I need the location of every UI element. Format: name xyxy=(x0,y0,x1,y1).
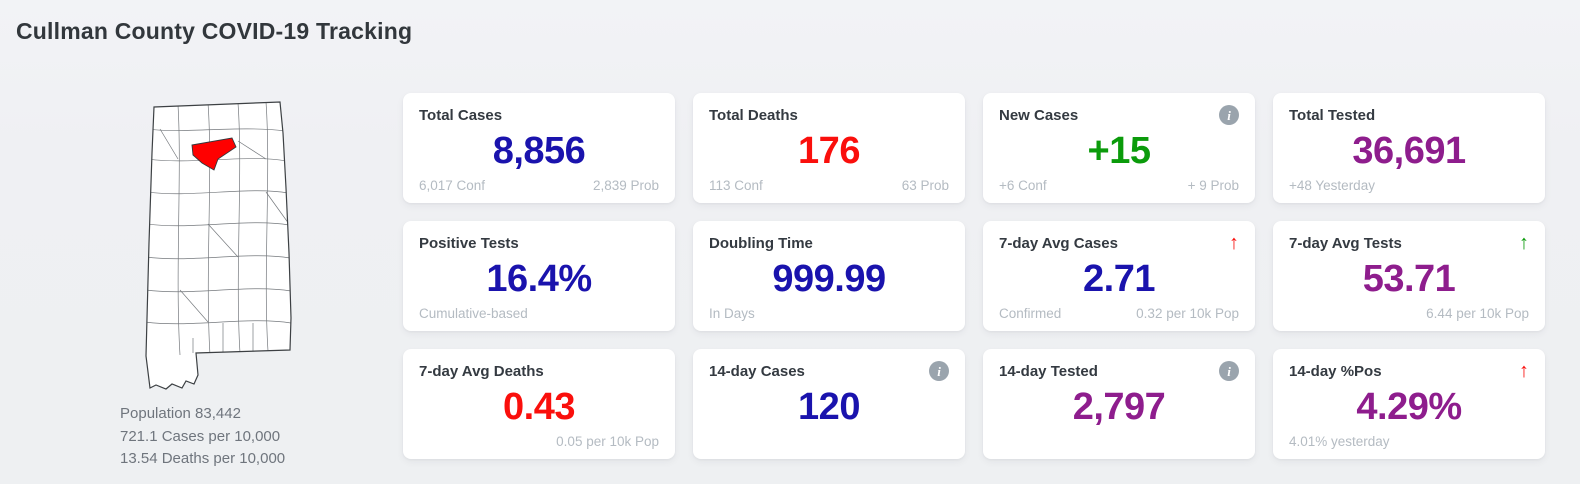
stat-card-sub-left: Confirmed xyxy=(999,306,1062,321)
county-map-panel: Population 83,442 721.1 Cases per 10,000… xyxy=(120,93,387,471)
stat-card-value: 0.43 xyxy=(503,386,575,428)
stat-card-footer: +48 Yesterday xyxy=(1289,177,1529,193)
stat-card-sub-right: 2,839 Prob xyxy=(592,178,659,193)
stat-card-value: 999.99 xyxy=(772,258,886,300)
stat-card: 7-day Avg Tests ↑ 53.71 6.44 per 10k Pop xyxy=(1273,221,1545,331)
stat-card-footer: 4.01% yesterday xyxy=(1289,433,1529,449)
stat-card-footer: 0.05 per 10k Pop xyxy=(419,433,659,449)
stat-card-value: 120 xyxy=(798,386,860,428)
stat-card-sub-left: +48 Yesterday xyxy=(1289,178,1375,193)
stat-card-header: 14-day Tested i xyxy=(999,361,1239,381)
stat-card-value: +15 xyxy=(1087,130,1151,172)
stat-card: Doubling Time 999.99 In Days xyxy=(693,221,965,331)
deaths-per-10k-line: 13.54 Deaths per 10,000 xyxy=(120,450,286,467)
stat-card-header: Total Cases xyxy=(419,105,659,125)
stat-card-footer: 6.44 per 10k Pop xyxy=(1289,305,1529,321)
stat-card-value: 16.4% xyxy=(486,258,592,300)
stat-card: Total Deaths 176 113 Conf 63 Prob xyxy=(693,93,965,203)
stat-card: Total Cases 8,856 6,017 Conf 2,839 Prob xyxy=(403,93,675,203)
stat-card-sub-right: + 9 Prob xyxy=(1187,178,1239,193)
stat-card-sub-left: 113 Conf xyxy=(709,178,763,193)
state-shape xyxy=(146,102,291,389)
stat-card-value: 8,856 xyxy=(492,130,586,172)
stat-card-label: 14-day %Pos xyxy=(1289,362,1382,380)
stat-card-sub-right: 0.32 per 10k Pop xyxy=(1136,306,1239,321)
stat-card-label: Total Deaths xyxy=(709,106,798,124)
alabama-county-map xyxy=(120,93,301,391)
arrow-up-icon: ↑ xyxy=(1519,360,1529,382)
stat-card-footer: 6,017 Conf 2,839 Prob xyxy=(419,177,659,193)
stat-card-header: Total Deaths xyxy=(709,105,949,125)
alabama-map-svg xyxy=(145,101,292,390)
stat-card-value: 4.29% xyxy=(1356,386,1462,428)
stat-card-footer: 113 Conf 63 Prob xyxy=(709,177,949,193)
state-outline xyxy=(145,101,292,390)
stat-card-sub-right: 63 Prob xyxy=(901,178,949,193)
stat-card-footer: In Days xyxy=(709,305,949,321)
info-icon[interactable]: i xyxy=(929,361,949,381)
stat-card-footer xyxy=(709,433,949,449)
stat-card-footer xyxy=(999,433,1239,449)
stat-card-header: Total Tested xyxy=(1289,105,1529,125)
stat-card: 14-day Tested i 2,797 xyxy=(983,349,1255,459)
stat-card-label: Total Tested xyxy=(1289,106,1376,124)
stat-card-value: 2,797 xyxy=(1072,386,1166,428)
page-title: Cullman County COVID-19 Tracking xyxy=(16,18,413,44)
stat-card-header: 7-day Avg Cases ↑ xyxy=(999,233,1239,253)
stat-card: Total Tested 36,691 +48 Yesterday xyxy=(1273,93,1545,203)
stat-card-header: 14-day Cases i xyxy=(709,361,949,381)
stat-card-label: 7-day Avg Tests xyxy=(1289,234,1402,252)
stat-card-label: Total Cases xyxy=(419,106,503,124)
stat-card-label: Doubling Time xyxy=(709,234,813,252)
stat-card-header: 7-day Avg Tests ↑ xyxy=(1289,233,1529,253)
population-line: Population 83,442 xyxy=(120,405,241,422)
info-icon[interactable]: i xyxy=(1219,105,1239,125)
stat-card: New Cases i +15 +6 Conf + 9 Prob xyxy=(983,93,1255,203)
stat-card-sub-left: 6,017 Conf xyxy=(419,178,486,193)
stat-card-sub-left: 4.01% yesterday xyxy=(1289,434,1390,449)
arrow-up-icon: ↑ xyxy=(1229,232,1239,254)
stat-card-footer: Cumulative-based xyxy=(419,305,659,321)
stat-card-value: 2.71 xyxy=(1083,258,1155,300)
highlighted-county-cullman xyxy=(191,137,237,171)
population-stats: Population 83,442 721.1 Cases per 10,000… xyxy=(120,403,387,471)
stat-card-sub-left: +6 Conf xyxy=(999,178,1047,193)
stat-card-sub-left: Cumulative-based xyxy=(419,306,528,321)
stat-card-header: Doubling Time xyxy=(709,233,949,253)
stat-card-header: 7-day Avg Deaths xyxy=(419,361,659,381)
county-borders xyxy=(146,102,291,356)
stat-card-sub-right: 6.44 per 10k Pop xyxy=(1426,306,1529,321)
stat-card-label: New Cases xyxy=(999,106,1079,124)
stat-card-value: 176 xyxy=(798,130,860,172)
stat-card: Positive Tests 16.4% Cumulative-based xyxy=(403,221,675,331)
stat-card-sub-left: In Days xyxy=(709,306,755,321)
stat-card-sub-right: 0.05 per 10k Pop xyxy=(556,434,659,449)
stat-card-header: 14-day %Pos ↑ xyxy=(1289,361,1529,381)
stat-card-footer: Confirmed 0.32 per 10k Pop xyxy=(999,305,1239,321)
stat-card-label: 7-day Avg Cases xyxy=(999,234,1118,252)
stat-card-footer: +6 Conf + 9 Prob xyxy=(999,177,1239,193)
stat-card-label: 7-day Avg Deaths xyxy=(419,362,544,380)
stat-card-header: Positive Tests xyxy=(419,233,659,253)
stat-card-value: 36,691 xyxy=(1352,130,1466,172)
stat-card-label: 14-day Cases xyxy=(709,362,805,380)
stat-card: 14-day Cases i 120 xyxy=(693,349,965,459)
stat-card: 7-day Avg Deaths 0.43 0.05 per 10k Pop xyxy=(403,349,675,459)
stat-card-value: 53.71 xyxy=(1362,258,1456,300)
stat-card: 14-day %Pos ↑ 4.29% 4.01% yesterday xyxy=(1273,349,1545,459)
stat-card: 7-day Avg Cases ↑ 2.71 Confirmed 0.32 pe… xyxy=(983,221,1255,331)
stat-card-label: Positive Tests xyxy=(419,234,519,252)
stat-card-label: 14-day Tested xyxy=(999,362,1098,380)
cases-per-10k-line: 721.1 Cases per 10,000 xyxy=(120,427,281,445)
stat-card-header: New Cases i xyxy=(999,105,1239,125)
info-icon[interactable]: i xyxy=(1219,361,1239,381)
stat-cards-grid: Total Cases 8,856 6,017 Conf 2,839 Prob … xyxy=(403,93,1545,459)
arrow-up-icon: ↑ xyxy=(1519,232,1529,254)
